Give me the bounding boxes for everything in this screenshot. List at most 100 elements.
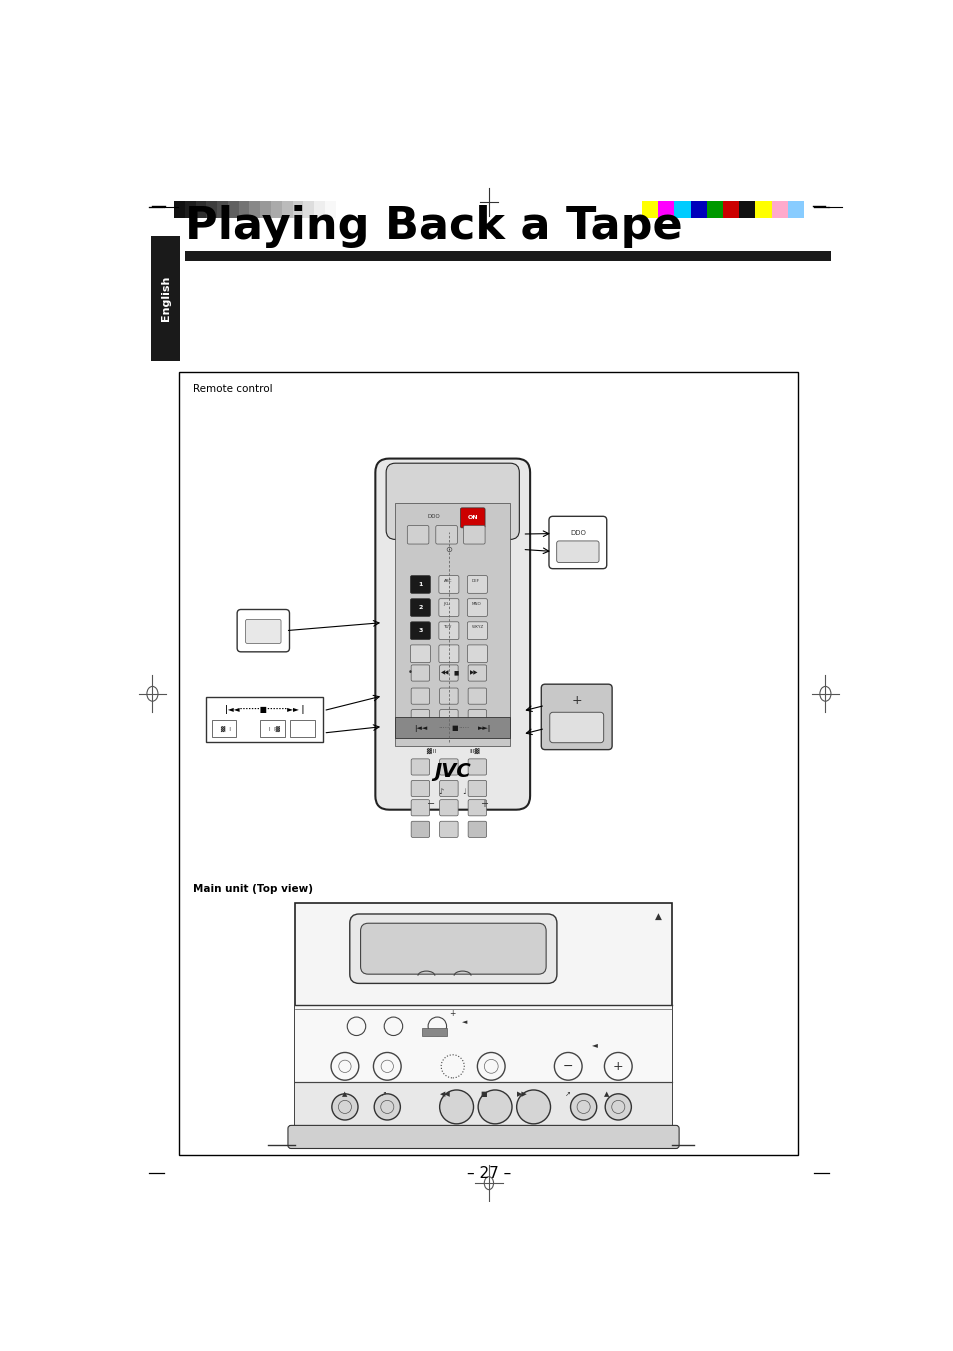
Circle shape (374, 1094, 400, 1120)
FancyBboxPatch shape (410, 576, 430, 593)
Bar (206, 201, 217, 218)
Text: ABC: ABC (443, 580, 452, 584)
Text: ◀◀: ◀◀ (440, 670, 449, 676)
Text: ▶▶: ▶▶ (470, 670, 478, 676)
FancyBboxPatch shape (411, 821, 429, 838)
Bar (325, 201, 335, 218)
Text: 2: 2 (417, 605, 422, 609)
FancyBboxPatch shape (468, 781, 486, 797)
Bar (151, 236, 180, 361)
Text: ♪: ♪ (438, 788, 443, 797)
FancyBboxPatch shape (439, 800, 457, 816)
FancyBboxPatch shape (411, 800, 429, 816)
FancyBboxPatch shape (467, 621, 487, 639)
Text: English: English (160, 276, 171, 322)
FancyBboxPatch shape (438, 576, 458, 593)
Bar (706, 201, 722, 218)
Text: ON: ON (467, 515, 477, 520)
Text: ·····: ····· (458, 725, 470, 731)
Text: ◄: ◄ (461, 1019, 466, 1024)
FancyBboxPatch shape (468, 821, 486, 838)
Bar (294, 1005, 672, 1082)
Bar (179, 373, 798, 1155)
Bar (303, 201, 314, 218)
Text: ▶▶: ▶▶ (517, 1090, 527, 1097)
Bar (290, 720, 314, 738)
FancyBboxPatch shape (407, 526, 429, 544)
Text: ♩: ♩ (462, 788, 466, 797)
Circle shape (332, 1094, 357, 1120)
Bar (674, 201, 690, 218)
FancyBboxPatch shape (410, 644, 430, 662)
Bar (787, 201, 803, 218)
Bar (641, 201, 658, 218)
Bar (294, 1082, 672, 1146)
Text: 1: 1 (417, 581, 422, 586)
Bar (658, 201, 674, 218)
Text: Main unit (Top view): Main unit (Top view) (193, 884, 313, 893)
Text: |◄◄: |◄◄ (414, 724, 427, 732)
Text: +: + (449, 1009, 456, 1019)
Text: ▲: ▲ (603, 1090, 609, 1097)
Bar (206, 697, 323, 742)
Text: ▓III: ▓III (426, 748, 436, 754)
FancyBboxPatch shape (548, 516, 606, 569)
Bar (260, 720, 285, 738)
Bar (195, 201, 206, 218)
FancyBboxPatch shape (468, 800, 486, 816)
Bar (293, 201, 303, 218)
FancyBboxPatch shape (436, 526, 456, 544)
FancyBboxPatch shape (386, 463, 518, 539)
Text: ▲: ▲ (342, 1090, 347, 1097)
FancyBboxPatch shape (411, 759, 429, 775)
FancyBboxPatch shape (549, 712, 603, 743)
Text: +: + (571, 694, 581, 707)
Text: DDO: DDO (427, 513, 439, 519)
FancyBboxPatch shape (439, 709, 457, 725)
Bar (739, 201, 755, 218)
Text: – 27 –: – 27 – (466, 1166, 511, 1181)
Circle shape (604, 1094, 631, 1120)
Bar (755, 201, 771, 218)
FancyBboxPatch shape (411, 709, 429, 725)
Text: ■: ■ (479, 1090, 486, 1097)
Bar (294, 902, 672, 1146)
Bar (228, 201, 238, 218)
FancyBboxPatch shape (288, 1125, 679, 1148)
Bar (690, 201, 706, 218)
Bar (395, 717, 510, 738)
FancyBboxPatch shape (439, 665, 457, 681)
Text: JVC: JVC (434, 762, 471, 781)
Bar (185, 251, 830, 261)
FancyBboxPatch shape (557, 540, 598, 562)
FancyBboxPatch shape (467, 598, 487, 616)
Bar (260, 201, 271, 218)
Bar (217, 201, 228, 218)
FancyBboxPatch shape (439, 781, 457, 797)
Bar (173, 201, 185, 218)
Bar (212, 720, 236, 738)
Text: ▲: ▲ (654, 912, 661, 921)
Text: +: + (613, 1059, 623, 1073)
Bar (395, 503, 510, 746)
FancyBboxPatch shape (439, 688, 457, 704)
FancyBboxPatch shape (467, 576, 487, 593)
FancyBboxPatch shape (540, 684, 612, 750)
FancyBboxPatch shape (467, 644, 487, 662)
Text: Playing Back a Tape: Playing Back a Tape (185, 205, 681, 249)
Text: |◄◄·······■·······►► |: |◄◄·······■·······►► | (225, 705, 304, 715)
Text: JKL: JKL (443, 603, 449, 607)
Text: I  I▓: I I▓ (269, 725, 279, 732)
Text: 3: 3 (417, 628, 422, 632)
FancyBboxPatch shape (411, 781, 429, 797)
Circle shape (517, 1090, 550, 1124)
FancyBboxPatch shape (375, 458, 530, 809)
Bar (314, 201, 325, 218)
FancyBboxPatch shape (410, 621, 430, 639)
FancyBboxPatch shape (468, 709, 486, 725)
Bar (771, 201, 787, 218)
Bar (271, 201, 281, 218)
FancyBboxPatch shape (411, 665, 429, 681)
Bar (185, 201, 195, 218)
Text: DDO: DDO (569, 530, 585, 536)
